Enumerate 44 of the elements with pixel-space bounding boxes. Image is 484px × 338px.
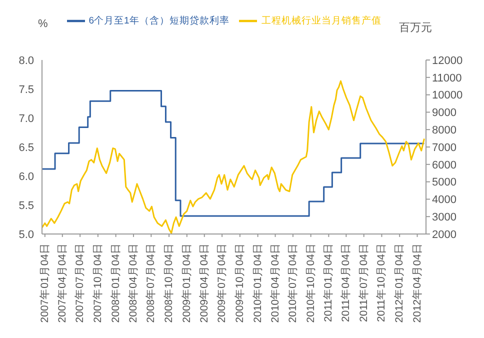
x-tick-label: 2009年07月04日: [216, 243, 228, 323]
legend-label: 6个月至1年（含）短期贷款利率: [88, 16, 230, 27]
x-tick-label: 2010年04月04日: [269, 243, 282, 323]
x-tick-label: 2011年01月04日: [322, 243, 335, 322]
y2-tick-label: 9000: [432, 107, 456, 120]
y2-tick-label: 4000: [432, 194, 456, 206]
x-tick-label: 2007年10月04日: [92, 243, 104, 323]
x-tick-label: 2011年07月04日: [358, 243, 370, 322]
y-tick-label: 5.5: [18, 200, 34, 212]
x-tick-label: 2009年10月04日: [234, 243, 246, 323]
x-tick-label: 2007年01月04日: [38, 243, 51, 323]
x-tick-label: 2008年01月04日: [110, 243, 122, 323]
x-tick-label: 2007年04月04日: [56, 243, 68, 323]
y2-axis-title: 百万元: [399, 21, 432, 35]
y2-tick-label: 12000: [432, 54, 463, 67]
y-tick-label: 5.0: [18, 228, 34, 241]
y-tick-label: 6.5: [18, 142, 34, 154]
x-tick-label: 2008年04月04日: [127, 243, 140, 323]
y2-tick-label: 10000: [432, 90, 463, 102]
y-tick-label: 6.0: [18, 170, 34, 183]
x-tick-label: 2011年10月04日: [376, 243, 388, 322]
y2-tick-label: 11000: [432, 72, 462, 84]
x-tick-label: 2009年01月04日: [180, 243, 193, 323]
y-tick-label: 8.0: [18, 54, 34, 67]
x-tick-label: 2007年07月04日: [74, 243, 86, 323]
y-tick-label: 7.5: [18, 84, 34, 96]
y2-tick-label: 3000: [432, 212, 456, 224]
x-tick-label: 2008年07月04日: [145, 243, 158, 323]
x-tick-label: 2010年01月04日: [252, 243, 264, 323]
x-tick-label: 2008年10月04日: [163, 243, 176, 323]
x-tick-label: 2012年01月04日: [394, 243, 406, 323]
legend-label: 工程机械行业当月销售产值: [261, 16, 382, 27]
x-tick-label: 2009年04月04日: [198, 243, 210, 323]
y-axis-title: %: [38, 18, 48, 30]
y2-tick-label: 5000: [432, 176, 456, 189]
x-tick-label: 2010年10月04日: [304, 243, 317, 323]
x-tick-label: 2010年07月04日: [286, 243, 299, 323]
y2-tick-label: 7000: [432, 142, 456, 154]
x-tick-label: 2012年04月04日: [411, 243, 424, 323]
y2-tick-label: 6000: [432, 159, 456, 172]
y2-tick-label: 2000: [432, 228, 456, 241]
x-tick-label: 2011年04月04日: [340, 243, 352, 322]
y2-tick-label: 8000: [432, 124, 456, 137]
y-tick-label: 7.0: [18, 112, 34, 125]
